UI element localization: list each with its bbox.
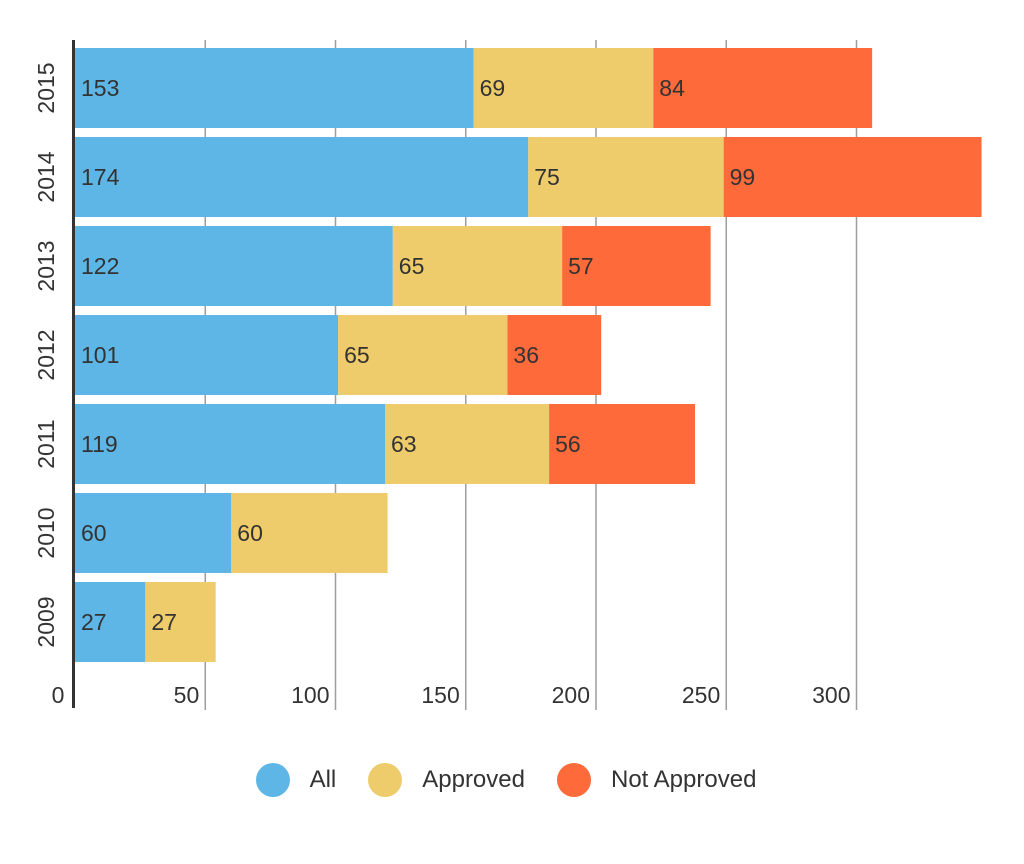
data-labels: 153 69 84 174 75 99 122 65 57 101 65 36 119 63 56 60 60 2…: [81, 75, 755, 635]
data-label: 27: [81, 609, 107, 635]
data-label: 101: [81, 342, 119, 368]
bar-segment: [723, 137, 982, 217]
category-label: 2014: [33, 151, 59, 202]
legend: All Approved Not Approved: [0, 760, 1024, 800]
data-label: 122: [81, 253, 119, 279]
bar-segment: [231, 493, 388, 573]
data-label: 65: [399, 253, 425, 279]
category-labels: 2015 2014 2013 2012 2011 2010 2009: [33, 62, 59, 647]
category-label: 2011: [33, 419, 59, 468]
x-tick-label: 150: [421, 682, 459, 708]
data-label: 75: [534, 164, 560, 190]
category-label: 2012: [33, 329, 59, 380]
legend-swatch-not-approved: [556, 763, 591, 797]
data-label: 84: [659, 75, 685, 101]
data-label: 36: [513, 342, 539, 368]
bar-segment: [528, 137, 724, 217]
category-label: 2013: [33, 240, 59, 291]
data-label: 60: [237, 520, 263, 546]
x-tick-label: 250: [682, 682, 720, 708]
data-label: 63: [391, 431, 417, 457]
x-tick-labels: 0 50 100 150 200 250 300: [52, 682, 851, 708]
bar-segment: [75, 582, 146, 662]
bar-segment: [75, 226, 393, 306]
legend-item-not-approved: Not Approved: [556, 763, 757, 797]
data-label: 27: [151, 609, 177, 635]
data-label: 119: [81, 431, 118, 457]
bar-segment: [338, 315, 508, 395]
bar-segment: [75, 48, 474, 128]
x-tick-label: 200: [552, 682, 590, 708]
category-label: 2015: [33, 62, 59, 113]
bar-segment: [653, 48, 873, 128]
legend-label-approved: Approved: [422, 766, 525, 793]
data-label: 174: [81, 164, 120, 190]
bar-segment: [562, 226, 711, 306]
data-label: 69: [480, 75, 506, 101]
legend-label-not-approved: Not Approved: [610, 766, 757, 793]
category-label: 2010: [33, 507, 59, 558]
legend-swatch-all: [255, 763, 290, 797]
bar-segment: [473, 48, 654, 128]
bar-segment: [507, 315, 602, 395]
category-label: 2009: [33, 596, 59, 647]
bar-group: [75, 48, 982, 662]
data-label: 57: [568, 253, 594, 279]
data-label: 65: [344, 342, 370, 368]
bar-segment: [384, 404, 550, 484]
data-label: 99: [730, 164, 756, 190]
bar-segment: [75, 315, 339, 395]
bar-segment: [75, 493, 232, 573]
bar-segment: [392, 226, 563, 306]
bar-segment: [145, 582, 216, 662]
bar-segment: [75, 404, 385, 484]
legend-item-all: All: [255, 763, 337, 797]
data-label: 56: [555, 431, 581, 457]
legend-swatch-approved: [368, 763, 403, 797]
bar-segment: [75, 137, 529, 217]
legend-item-approved: Approved: [368, 763, 525, 797]
data-label: 153: [81, 75, 119, 101]
bar-segment: [549, 404, 695, 484]
x-tick-label: 0: [52, 682, 65, 708]
legend-label-all: All: [309, 766, 337, 793]
data-label: 60: [81, 520, 107, 546]
x-tick-label: 50: [174, 682, 200, 708]
x-tick-label: 100: [291, 682, 329, 708]
stacked-bar-chart: 153 69 84 174 75 99 122 65 57 101 65 36 119 63 56 60 60 2…: [33, 40, 982, 710]
x-tick-label: 300: [812, 682, 850, 708]
